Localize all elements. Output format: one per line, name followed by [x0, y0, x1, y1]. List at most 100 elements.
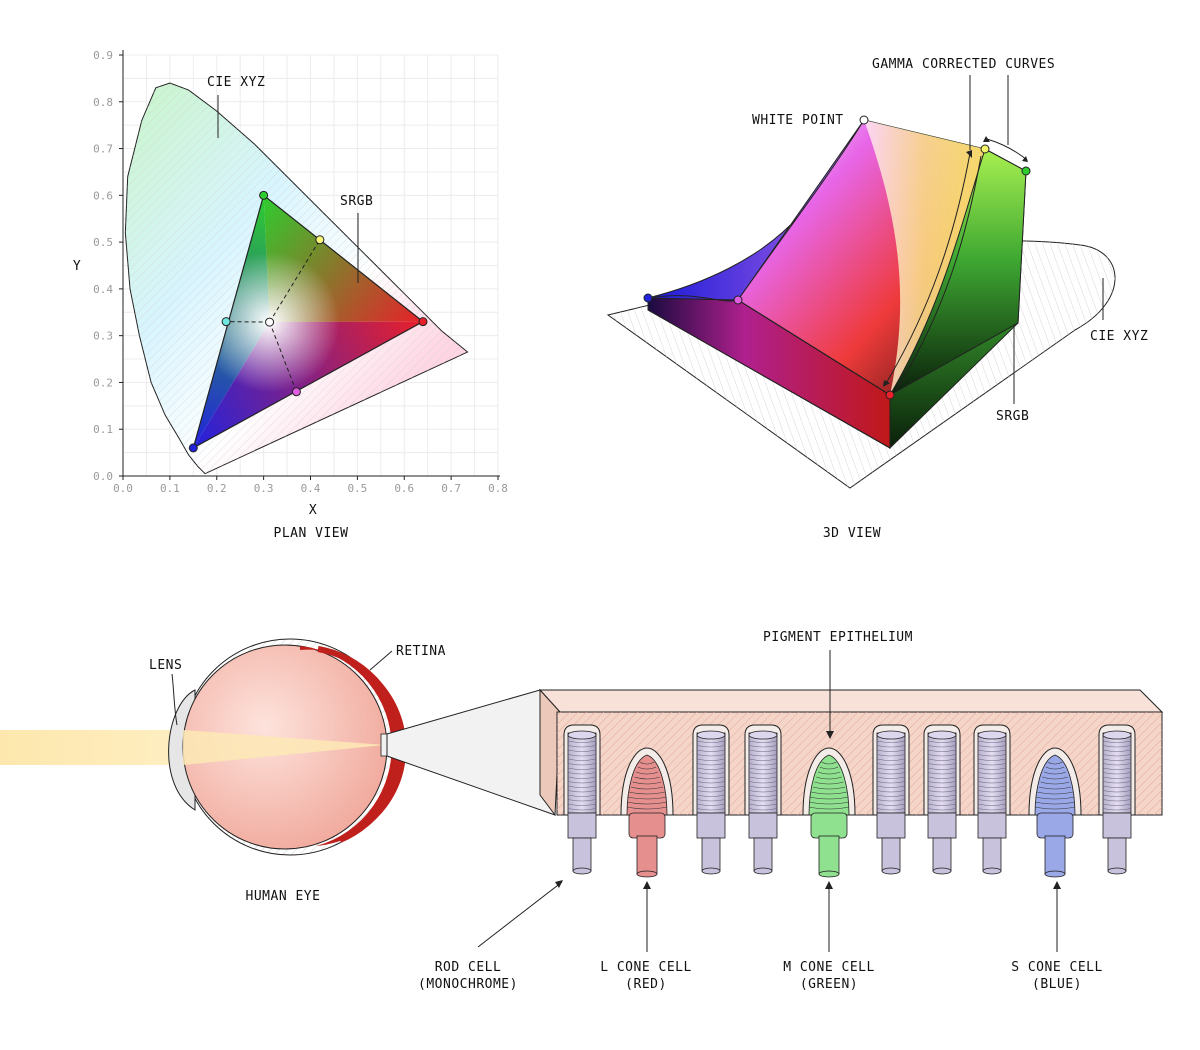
cone-disc [1038, 786, 1072, 790]
rod-disc [1102, 790, 1132, 793]
rod-cell [563, 724, 601, 875]
y-tick-labels: 0.0 0.1 0.2 0.3 0.4 0.5 0.6 0.7 0.8 0.9 [93, 49, 123, 483]
pigment-epithelium-label: PIGMENT EPITHELIUM [763, 630, 913, 645]
rod-disc [977, 754, 1007, 757]
x-tick-label: 0.3 [254, 482, 274, 495]
cone-stalk [1044, 835, 1066, 875]
rod-disc [567, 781, 597, 784]
rod-disc [927, 758, 957, 761]
gamma-swing-head-left [983, 136, 990, 142]
rod-cap [567, 730, 597, 740]
rod-disc [1102, 785, 1132, 788]
rod-disc [567, 763, 597, 766]
rod-disc [748, 767, 778, 770]
rod-disc [927, 749, 957, 752]
white-point-label: WHITE POINT [752, 113, 844, 128]
gamma-swing-head-right [1022, 156, 1028, 162]
y-tick-label: 0.6 [93, 189, 113, 202]
cone-disc [634, 776, 660, 780]
rod-disc [927, 772, 957, 775]
x-tick-label: 0.1 [160, 482, 180, 495]
rod-disc [748, 785, 778, 788]
cone-disc [627, 796, 667, 800]
rod-disc [876, 781, 906, 784]
rod-disc [696, 758, 726, 761]
rod-inner-segment [696, 812, 726, 839]
rod-disc [927, 785, 957, 788]
rod-disc [876, 745, 906, 748]
rod-cell [1098, 724, 1136, 875]
magenta-point-marker [733, 295, 743, 305]
rod-disc [1102, 754, 1132, 757]
rod-disc [876, 749, 906, 752]
cone-disc [816, 776, 842, 780]
cone-inner-segment [628, 812, 666, 839]
cone-base [818, 870, 840, 878]
green-point-marker [1021, 166, 1031, 176]
y-tick-label: 0.7 [93, 143, 113, 156]
rod-disc [696, 763, 726, 766]
cone-disc [811, 791, 847, 795]
rod-stalk [753, 837, 773, 872]
y-tick-label: 0.9 [93, 49, 113, 62]
rod-disc [977, 740, 1007, 743]
rod-disc [567, 776, 597, 779]
rod-disc [977, 790, 1007, 793]
rod-disc [977, 758, 1007, 761]
cone-disc [632, 781, 662, 785]
rod-disc [1102, 767, 1132, 770]
cone-disc [1045, 766, 1065, 770]
rod-disc [977, 749, 1007, 752]
rod-disc [1102, 758, 1132, 761]
cone-disc [626, 801, 668, 805]
cone-disc [819, 766, 839, 770]
rod-disc [977, 767, 1007, 770]
rod-disc [876, 785, 906, 788]
cone-disc [630, 786, 664, 790]
blue-point-marker [643, 293, 653, 303]
rod-disc [977, 808, 1007, 811]
cone-disc [1034, 806, 1076, 810]
rod-disc [696, 776, 726, 779]
rod-cap [696, 730, 726, 740]
rod-disc [977, 803, 1007, 806]
srgb-primary-point [188, 443, 198, 453]
rod-cell [973, 724, 1011, 875]
white-point [265, 317, 275, 327]
cone-stalk [818, 835, 840, 875]
rod-disc [696, 808, 726, 811]
gamma-curve-bracket [895, 155, 982, 391]
rod-disc [748, 740, 778, 743]
rod-disc [696, 745, 726, 748]
rod-disc [567, 790, 597, 793]
cone-outer-segment [626, 754, 668, 816]
rod-cell-leader [477, 881, 563, 948]
rod-disc [876, 763, 906, 766]
rod-disc [567, 794, 597, 797]
rod-inner-segment [1102, 812, 1132, 839]
gamma-corrected-curves-label: GAMMA CORRECTED CURVES [872, 57, 1055, 72]
cone-disc [809, 796, 849, 800]
rod-inner-segment [748, 812, 778, 839]
y-axis-label: Y [73, 259, 81, 274]
rod-disc [567, 803, 597, 806]
chart-axes [122, 50, 500, 477]
rod-disc [567, 745, 597, 748]
cone-disc [1042, 776, 1068, 780]
s-cone-sublabel: (BLUE) [1032, 977, 1082, 992]
white-to-secondary-dash [269, 321, 297, 392]
rod-disc [977, 763, 1007, 766]
y-tick-label: 0.3 [93, 330, 113, 343]
rod-disc [876, 799, 906, 802]
retina-layer [300, 646, 407, 846]
l-cone-arrowhead [643, 881, 651, 889]
rod-cap [1102, 730, 1132, 740]
s-cone-arrowhead [1053, 881, 1061, 889]
rod-disc [927, 740, 957, 743]
rod-stalk [572, 837, 592, 872]
rod-disc [876, 754, 906, 757]
s-cone-label: S CONE CELL [1011, 960, 1103, 975]
cone-stalk [636, 835, 658, 875]
srgb-solid-top-face [864, 120, 985, 395]
rod-cap [748, 730, 778, 740]
